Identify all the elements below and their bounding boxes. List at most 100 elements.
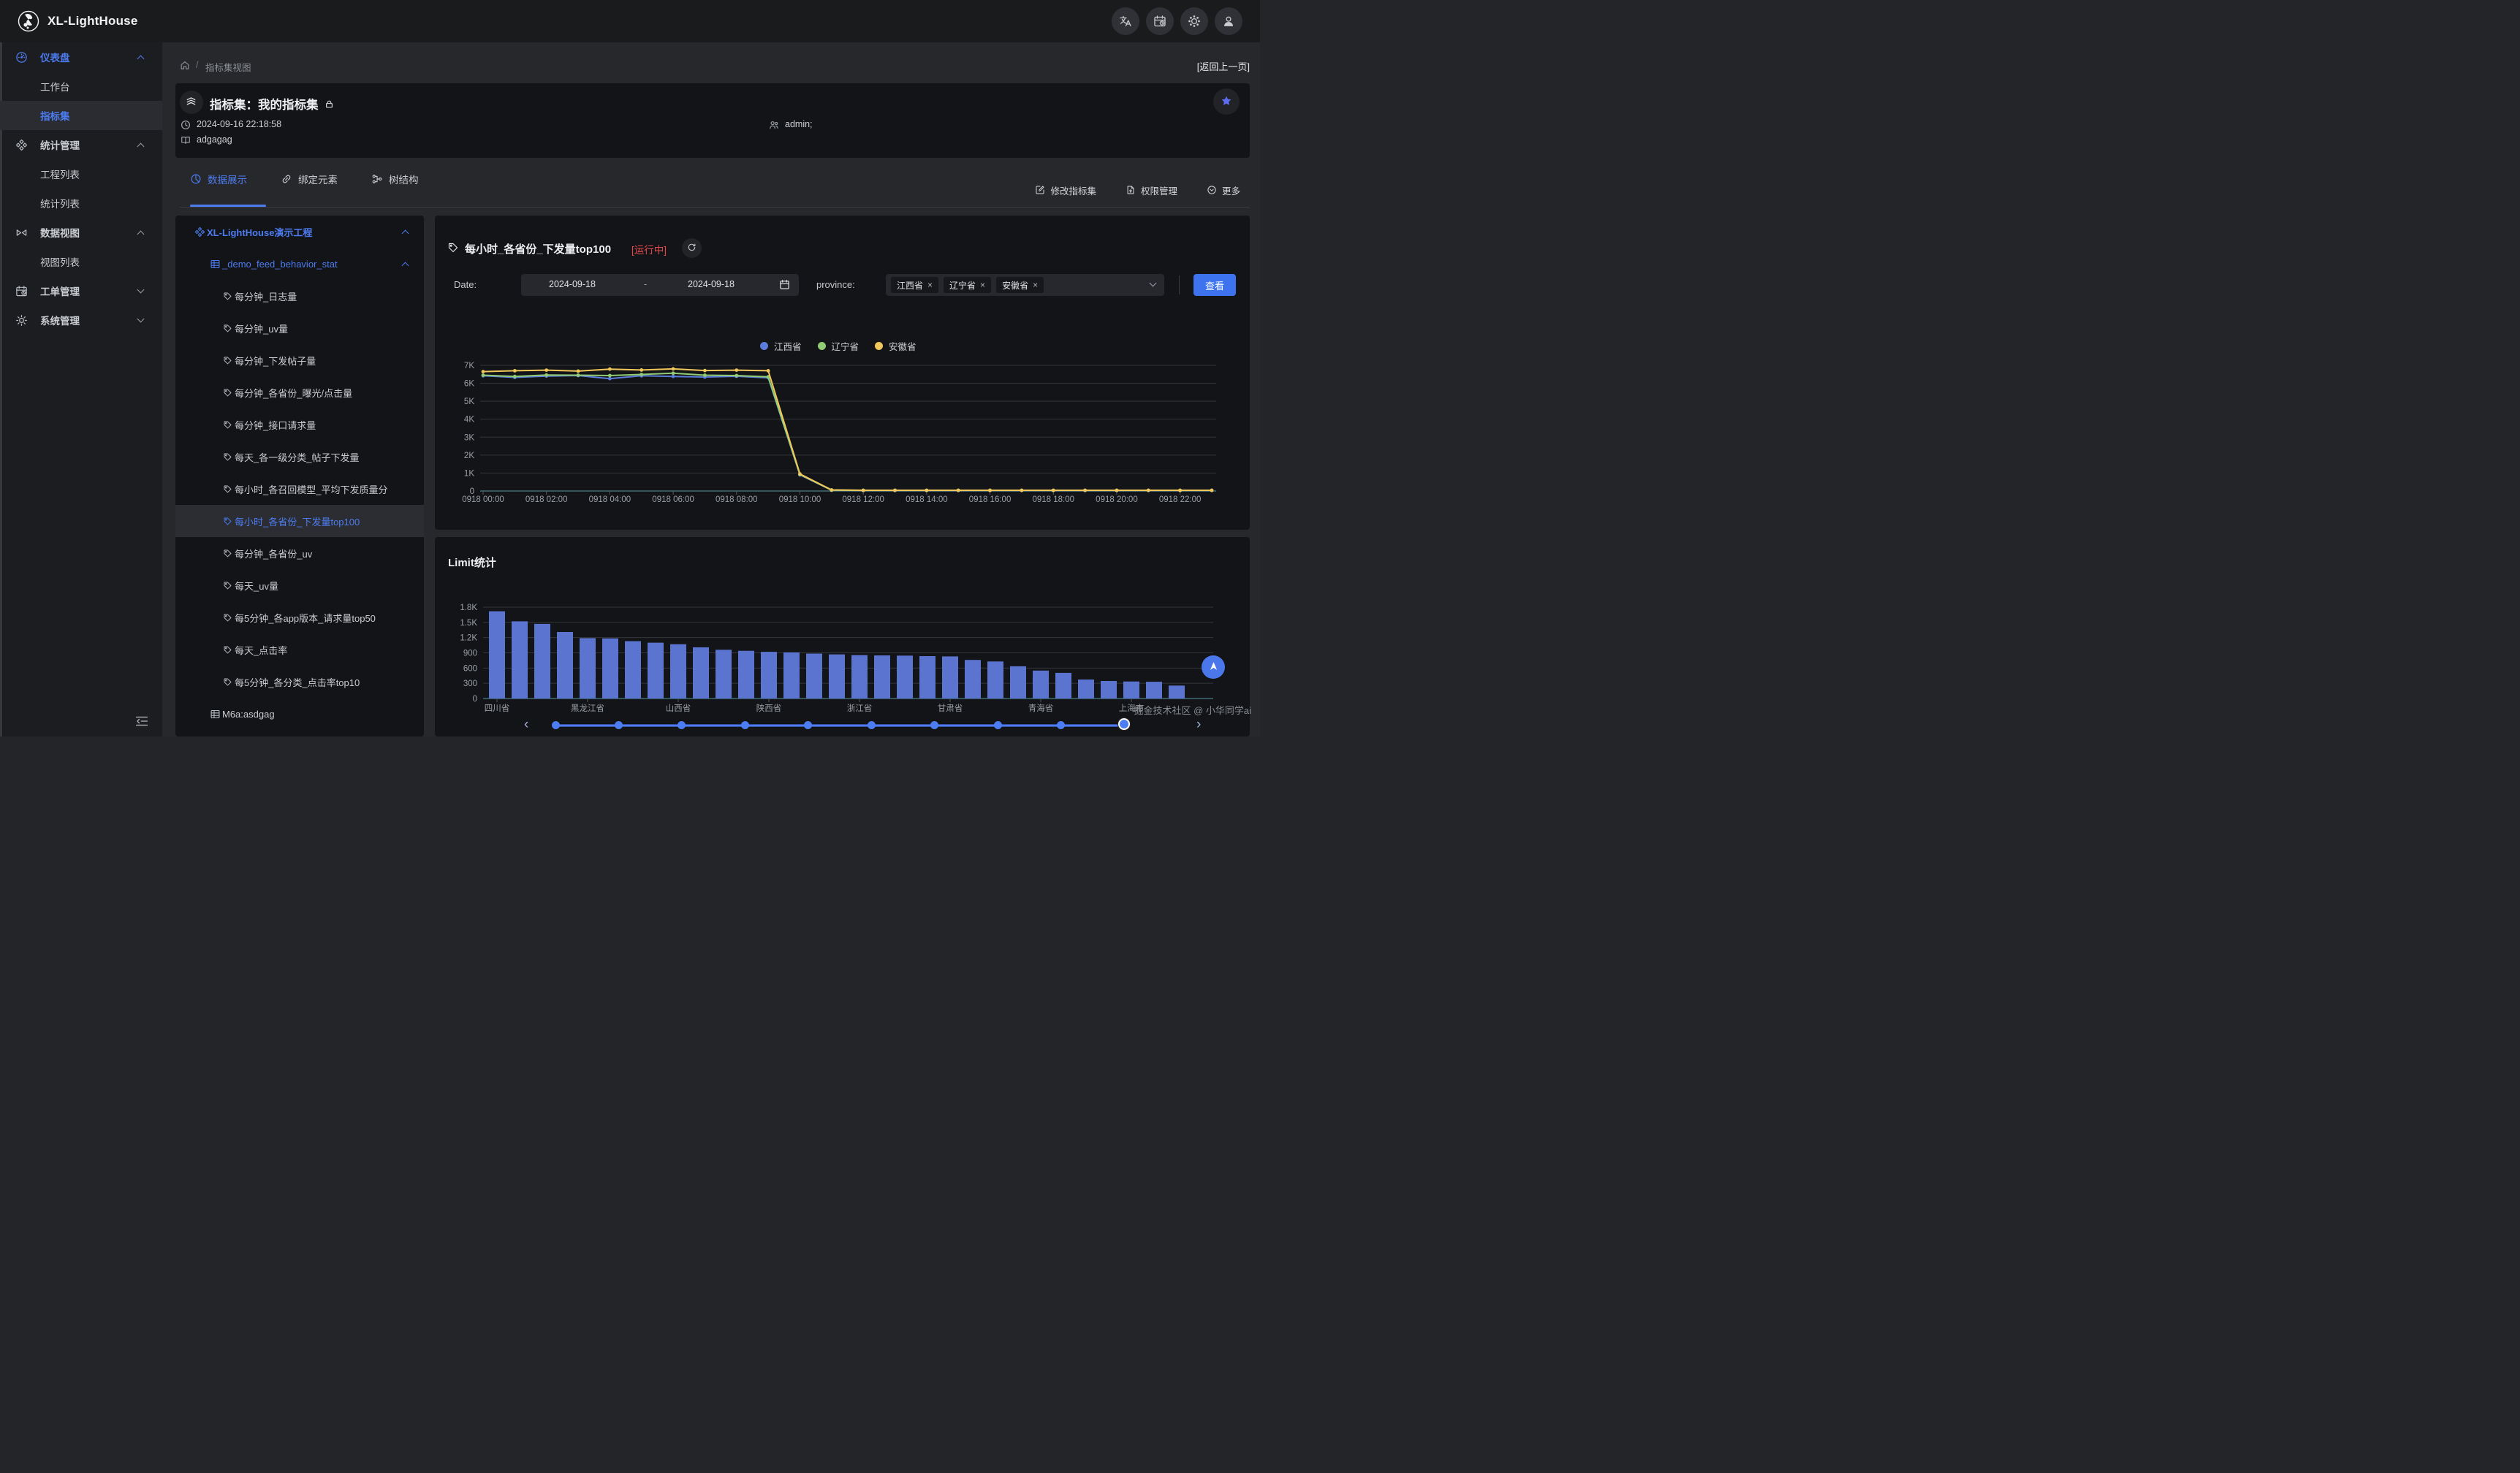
sidebar: 仪表盘工作台指标集 统计管理 工程列表 统计列表 数据视图 视图列表 工单管理 系统管理 bbox=[0, 42, 162, 736]
calendar-clock-icon[interactable] bbox=[1146, 7, 1174, 35]
metrics-tree-panel: XL-LightHouse演示工程 _demo_feed_behavior_sta… bbox=[175, 216, 424, 736]
svg-text:0918 14:00: 0918 14:00 bbox=[906, 495, 948, 504]
tab-树结构[interactable]: 树结构 bbox=[371, 172, 419, 191]
tree-item-每分钟_日志量[interactable]: 每分钟_日志量 bbox=[175, 280, 424, 312]
tree-item-每分钟_各省份_曝光/点击量[interactable]: 每分钟_各省份_曝光/点击量 bbox=[175, 376, 424, 408]
timeline-dot[interactable] bbox=[867, 721, 876, 729]
sidebar-item-label: 仪表盘 bbox=[40, 53, 70, 64]
svg-text:浙江省: 浙江省 bbox=[847, 704, 873, 713]
sidebar-collapse-icon[interactable] bbox=[134, 713, 150, 729]
tree-item-每分钟_接口请求量[interactable]: 每分钟_接口请求量 bbox=[175, 408, 424, 441]
tree-item-label: 每分钟_接口请求量 bbox=[235, 419, 316, 431]
tree-item-每5分钟_各分类_点击率top10[interactable]: 每5分钟_各分类_点击率top10 bbox=[175, 666, 424, 698]
sidebar-item-label: 工作台 bbox=[40, 82, 70, 93]
timeline-dot[interactable] bbox=[614, 721, 623, 729]
lock-icon bbox=[325, 99, 334, 109]
metric-set-header-card bbox=[175, 83, 1250, 158]
back-to-top-button[interactable] bbox=[1202, 655, 1225, 679]
watermark: 掘金技术社区 @ 小华同学ai bbox=[1134, 705, 1251, 716]
sidebar-item-工作台[interactable]: 工作台 bbox=[0, 72, 162, 101]
tree-item-每分钟_uv量[interactable]: 每分钟_uv量 bbox=[175, 312, 424, 344]
sidebar-item-工单管理[interactable]: 工单管理 bbox=[0, 276, 162, 305]
user-icon[interactable] bbox=[1215, 7, 1242, 35]
tree-item-每小时_各省份_下发量top100[interactable]: 每小时_各省份_下发量top100 bbox=[175, 505, 424, 537]
legend-dot bbox=[875, 342, 884, 350]
province-select[interactable]: 江西省 × 辽宁省 × 安徽省 × bbox=[886, 274, 1164, 296]
sidebar-item-仪表盘[interactable]: 仪表盘 bbox=[0, 42, 162, 72]
app: XL-LightHouse 仪表盘 工作台 指标集 统计管理 工程列表 统计列表 数据视图视… bbox=[0, 0, 1260, 736]
sidebar-item-统计管理[interactable]: 统计管理 bbox=[0, 130, 162, 159]
active-tab-underline bbox=[190, 205, 266, 207]
date-label: Date: bbox=[454, 279, 477, 290]
admins: admin; bbox=[785, 119, 813, 129]
sidebar-item-指标集[interactable]: 指标集 bbox=[0, 101, 162, 130]
home-icon[interactable] bbox=[180, 60, 190, 70]
sidebar-item-视图列表[interactable]: 视图列表 bbox=[0, 247, 162, 276]
svg-text:0918 04:00: 0918 04:00 bbox=[589, 495, 631, 504]
timeline-dot[interactable] bbox=[678, 721, 686, 729]
timeline-dot[interactable] bbox=[993, 721, 1002, 729]
svg-text:0: 0 bbox=[470, 487, 474, 496]
tree-table-_demo_feed_behavior_stat[interactable]: _demo_feed_behavior_stat bbox=[175, 248, 424, 280]
sidebar-item-统计列表[interactable]: 统计列表 bbox=[0, 189, 162, 218]
tree-item-每分钟_各省份_uv[interactable]: 每分钟_各省份_uv bbox=[175, 537, 424, 569]
date-range-input[interactable]: 2024-09-18 - 2024-09-18 bbox=[521, 274, 799, 296]
tree-item-每小时_各召回模型_平均下发质量分[interactable]: 每小时_各召回模型_平均下发质量分 bbox=[175, 473, 424, 505]
svg-text:5K: 5K bbox=[464, 397, 474, 406]
view-button[interactable]: 查看 bbox=[1193, 274, 1236, 296]
back-link[interactable]: [返回上一页] bbox=[1196, 61, 1250, 72]
timeline-dot[interactable] bbox=[740, 721, 749, 729]
chevron-down-icon bbox=[1149, 279, 1157, 287]
tree-item-每天_uv量[interactable]: 每天_uv量 bbox=[175, 569, 424, 601]
timeline-next-icon[interactable]: › bbox=[1196, 717, 1202, 732]
timeline-dot[interactable] bbox=[930, 721, 939, 729]
date-from: 2024-09-18 bbox=[549, 279, 596, 289]
tab-绑定元素[interactable]: 绑定元素 bbox=[281, 172, 338, 191]
tree-project-XL-LightHouse演示工程[interactable]: XL-LightHouse演示工程 bbox=[175, 216, 424, 248]
chevron-up-icon bbox=[137, 142, 145, 150]
tree-item-每5分钟_各app版本_请求量top50[interactable]: 每5分钟_各app版本_请求量top50 bbox=[175, 601, 424, 633]
province-label: province: bbox=[816, 279, 855, 290]
svg-text:1.8K: 1.8K bbox=[460, 604, 477, 612]
svg-text:0918 06:00: 0918 06:00 bbox=[652, 495, 694, 504]
timeline-dot[interactable] bbox=[804, 721, 813, 729]
legend-item-辽宁省[interactable]: 辽宁省 bbox=[817, 339, 859, 353]
toolbar-button-更多[interactable]: 更多 bbox=[1196, 179, 1250, 201]
tag-remove-icon[interactable]: × bbox=[980, 280, 986, 290]
legend-item-江西省[interactable]: 江西省 bbox=[760, 339, 802, 353]
timeline-prev-icon[interactable]: ‹ bbox=[524, 717, 529, 732]
layers-icon bbox=[180, 91, 203, 114]
svg-text:3K: 3K bbox=[464, 433, 474, 442]
translate-icon[interactable] bbox=[1112, 7, 1139, 35]
tree-item-label: 每天_各一级分类_帖子下发量 bbox=[235, 452, 360, 463]
more-icon bbox=[1207, 185, 1217, 195]
toolbar-button-权限管理[interactable]: 权限管理 bbox=[1115, 179, 1187, 201]
tree-table-M6a:asdgag[interactable]: M6a:asdgag bbox=[175, 698, 424, 730]
sidebar-item-数据视图[interactable]: 数据视图 bbox=[0, 218, 162, 247]
tree-item-每分钟_下发帖子量[interactable]: 每分钟_下发帖子量 bbox=[175, 344, 424, 376]
tag-remove-icon[interactable]: × bbox=[1033, 280, 1039, 290]
timeline-dot[interactable] bbox=[1057, 721, 1066, 729]
tree-item-每天_各一级分类_帖子下发量[interactable]: 每天_各一级分类_帖子下发量 bbox=[175, 441, 424, 473]
sidebar-item-系统管理[interactable]: 系统管理 bbox=[0, 305, 162, 335]
favorite-star-button[interactable] bbox=[1213, 88, 1240, 115]
timeline-dot[interactable] bbox=[551, 721, 560, 729]
tag-icon bbox=[223, 549, 232, 558]
toolbar-button-修改指标集[interactable]: 修改指标集 bbox=[1025, 179, 1106, 201]
toolbar: 修改指标集 权限管理 更多 bbox=[1025, 179, 1250, 201]
tab-数据展示[interactable]: 数据展示 bbox=[190, 172, 247, 191]
breadcrumb-separator: / bbox=[196, 60, 199, 70]
svg-text:0918 18:00: 0918 18:00 bbox=[1032, 495, 1074, 504]
sidebar-item-工程列表[interactable]: 工程列表 bbox=[0, 159, 162, 189]
refresh-button[interactable] bbox=[682, 238, 702, 258]
stats-icon bbox=[194, 227, 205, 237]
chart-legend: 江西省 辽宁省 安徽省 bbox=[760, 339, 916, 353]
tree-item-每天_点击率[interactable]: 每天_点击率 bbox=[175, 633, 424, 666]
svg-text:0918 02:00: 0918 02:00 bbox=[525, 495, 568, 504]
tree-item-label: 每天_点击率 bbox=[235, 644, 288, 656]
calendar-icon bbox=[779, 279, 790, 290]
tag-remove-icon[interactable]: × bbox=[927, 280, 933, 290]
timeline-dot-active[interactable] bbox=[1118, 718, 1130, 730]
legend-item-安徽省[interactable]: 安徽省 bbox=[875, 339, 916, 353]
theme-icon[interactable] bbox=[1180, 7, 1208, 35]
